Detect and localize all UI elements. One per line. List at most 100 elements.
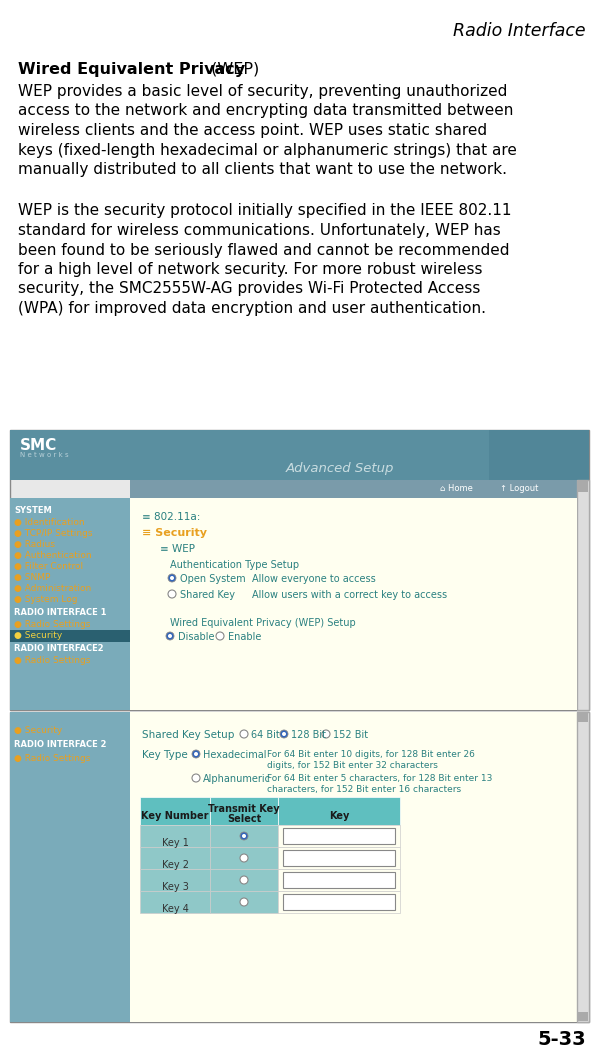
Bar [130,480,577,498]
Bar [10,712,589,1022]
Bar [140,869,210,891]
Bar [10,430,589,480]
Text: security, the SMC2555W-AG provides Wi-Fi Protected Access: security, the SMC2555W-AG provides Wi-Fi… [18,281,480,296]
Text: For 64 Bit enter 5 characters, for 128 Bit enter 13: For 64 Bit enter 5 characters, for 128 B… [267,774,492,783]
Bar [278,847,400,869]
Text: ● Radio Settings: ● Radio Settings [14,656,90,665]
Text: ● Authentication: ● Authentication [14,551,92,560]
Text: ● Radius: ● Radius [14,540,55,549]
Bar [10,430,589,710]
Bar [577,480,589,710]
Bar [140,797,210,825]
Text: Allow users with a correct key to access: Allow users with a correct key to access [252,590,447,600]
Text: Key: Key [329,811,349,821]
Circle shape [166,632,174,640]
Text: ● TCP/IP Settings: ● TCP/IP Settings [14,529,92,538]
Text: Key 2: Key 2 [162,860,189,870]
Text: ≡ Security: ≡ Security [142,528,207,538]
Text: ● Radio Settings: ● Radio Settings [14,754,90,763]
Circle shape [168,574,176,582]
Bar [10,498,130,710]
Bar [140,891,210,913]
Bar [10,630,130,642]
Bar [210,825,278,847]
Bar [210,869,278,891]
Bar [210,891,278,913]
Text: RADIO INTERFACE2: RADIO INTERFACE2 [14,644,104,653]
Text: digits, for 152 Bit enter 32 characters: digits, for 152 Bit enter 32 characters [267,761,438,770]
Bar [140,847,210,869]
Bar [578,713,588,722]
Text: 64 Bit: 64 Bit [251,730,280,740]
Bar [140,825,210,847]
Bar [283,828,395,844]
Text: Hexadecimal: Hexadecimal [203,750,267,760]
Text: Open System: Open System [180,574,246,584]
Text: ● Administration: ● Administration [14,584,91,593]
Text: WEP is the security protocol initially specified in the IEEE 802.11: WEP is the security protocol initially s… [18,204,512,219]
Text: standard for wireless communications. Unfortunately, WEP has: standard for wireless communications. Un… [18,223,501,238]
Circle shape [168,634,172,638]
Text: Disable: Disable [178,632,214,642]
Text: been found to be seriously flawed and cannot be recommended: been found to be seriously flawed and ca… [18,243,510,257]
Text: Transmit Key: Transmit Key [208,804,280,814]
Text: ● Security: ● Security [14,631,62,640]
Text: Key Number: Key Number [141,811,208,821]
Bar [278,825,400,847]
Circle shape [216,632,224,640]
Text: ⌂ Home: ⌂ Home [440,484,473,493]
Text: Authentication Type Setup: Authentication Type Setup [170,560,299,570]
Text: for a high level of network security. For more robust wireless: for a high level of network security. Fo… [18,262,483,277]
Text: ● SNMP: ● SNMP [14,573,50,582]
Text: SYSTEM: SYSTEM [14,506,52,515]
Circle shape [282,732,286,736]
Bar [283,872,395,888]
Text: RADIO INTERFACE 2: RADIO INTERFACE 2 [14,740,107,749]
Text: Advanced Setup: Advanced Setup [286,462,394,475]
Text: keys (fixed-length hexadecimal or alphanumeric strings) that are: keys (fixed-length hexadecimal or alphan… [18,142,517,158]
Text: Alphanumeric: Alphanumeric [203,774,271,784]
Circle shape [242,834,246,838]
Text: ● Filter Control: ● Filter Control [14,562,83,571]
Text: access to the network and encrypting data transmitted between: access to the network and encrypting dat… [18,104,513,118]
Bar [130,712,577,1022]
Bar [577,712,589,1022]
Text: Key Type: Key Type [142,750,187,760]
Circle shape [280,730,288,738]
Text: Select: Select [227,814,261,824]
Text: manually distributed to all clients that want to use the network.: manually distributed to all clients that… [18,162,507,177]
Circle shape [192,774,200,782]
Text: characters, for 152 Bit enter 16 characters: characters, for 152 Bit enter 16 charact… [267,784,461,794]
Text: 152 Bit: 152 Bit [333,730,368,740]
Bar [489,430,589,480]
Bar [210,847,278,869]
Text: Shared Key: Shared Key [180,590,235,600]
Text: ● Security: ● Security [14,726,62,735]
Text: Key 1: Key 1 [162,838,189,848]
Text: Key 4: Key 4 [162,904,189,914]
Text: 5-33: 5-33 [537,1030,586,1046]
Text: ≡ WEP: ≡ WEP [160,544,195,554]
Bar [210,797,278,825]
Circle shape [240,832,248,840]
Bar [278,869,400,891]
Circle shape [240,876,248,884]
Bar [10,712,130,1022]
Text: ↑ Logout: ↑ Logout [500,484,539,493]
Text: For 64 Bit enter 10 digits, for 128 Bit enter 26: For 64 Bit enter 10 digits, for 128 Bit … [267,750,475,759]
Text: 128 Bit: 128 Bit [291,730,326,740]
Bar [578,1011,588,1021]
Bar [278,891,400,913]
Bar [578,481,588,492]
Text: ● System Log: ● System Log [14,595,77,604]
Text: Enable: Enable [228,632,261,642]
Text: (WPA) for improved data encryption and user authentication.: (WPA) for improved data encryption and u… [18,301,486,316]
Text: SMC: SMC [20,438,58,453]
Text: Wired Equivalent Privacy: Wired Equivalent Privacy [18,62,245,77]
Text: Allow everyone to access: Allow everyone to access [252,574,376,584]
Text: ≡ 802.11a:: ≡ 802.11a: [142,511,201,522]
Circle shape [240,854,248,862]
Bar [283,894,395,910]
Text: Wired Equivalent Privacy (WEP) Setup: Wired Equivalent Privacy (WEP) Setup [170,618,356,628]
Text: ● Identification: ● Identification [14,518,84,527]
